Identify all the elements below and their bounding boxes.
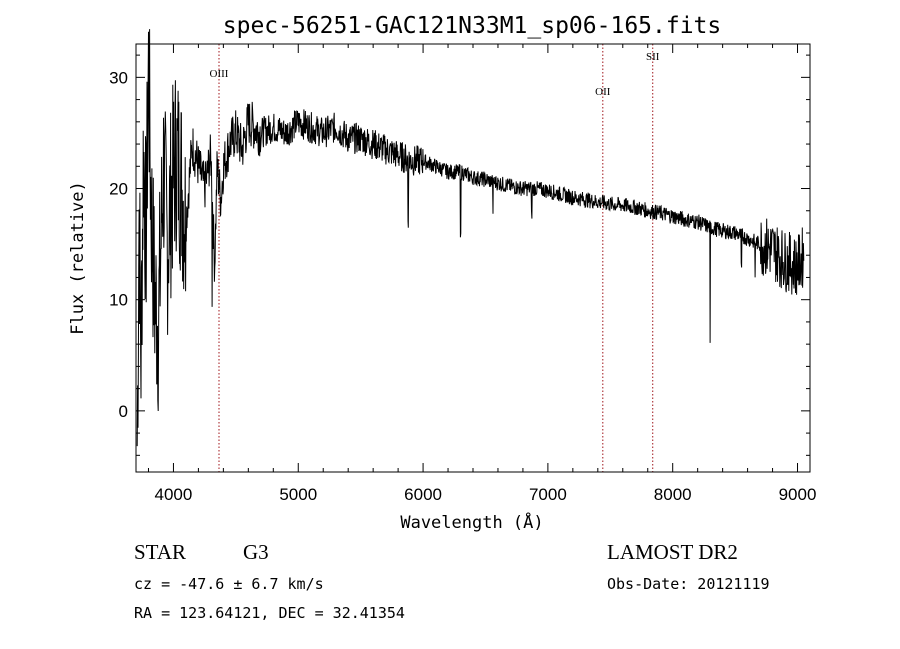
- chart-title: spec-56251-GAC121N33M1_sp06-165.fits: [223, 13, 722, 39]
- radial-velocity: cz = -47.6 ± 6.7 km/s: [134, 575, 324, 593]
- survey-name: LAMOST DR2: [607, 540, 738, 564]
- emission-line-label: SII: [646, 51, 660, 63]
- spectrum-info: STAR G3 LAMOST DR2 cz = -47.6 ± 6.7 km/s…: [134, 540, 770, 622]
- x-tick-label: 7000: [529, 485, 567, 504]
- x-axis: 4000 5000 6000 7000 8000 9000: [147, 44, 817, 504]
- x-tick-label: 8000: [654, 485, 692, 504]
- emission-line-label: OIII: [210, 68, 229, 80]
- y-tick-label: 10: [109, 291, 128, 310]
- sky-coordinates: RA = 123.64121, DEC = 32.41354: [134, 604, 405, 622]
- object-subclass: G3: [243, 540, 269, 564]
- y-tick-label: 30: [109, 68, 128, 87]
- y-axis: 0 10 20 30: [109, 54, 810, 456]
- spectrum-line: [136, 29, 805, 447]
- y-tick-label: 0: [119, 402, 128, 421]
- plot-frame: [135, 43, 811, 473]
- spectrum-layer: [136, 29, 805, 447]
- emission-line-label: OII: [595, 86, 611, 98]
- observation-date: Obs-Date: 20121119: [607, 575, 770, 593]
- x-tick-label: 9000: [779, 485, 817, 504]
- x-tick-label: 5000: [279, 485, 317, 504]
- y-axis-label: Flux (relative): [68, 181, 88, 335]
- object-class: STAR: [134, 540, 186, 564]
- x-tick-label: 6000: [404, 485, 442, 504]
- x-axis-label: Wavelength (Å): [400, 511, 543, 533]
- y-tick-label: 20: [109, 180, 128, 199]
- x-tick-label: 4000: [155, 485, 193, 504]
- emission-line-markers: OIII OII SII: [210, 44, 660, 472]
